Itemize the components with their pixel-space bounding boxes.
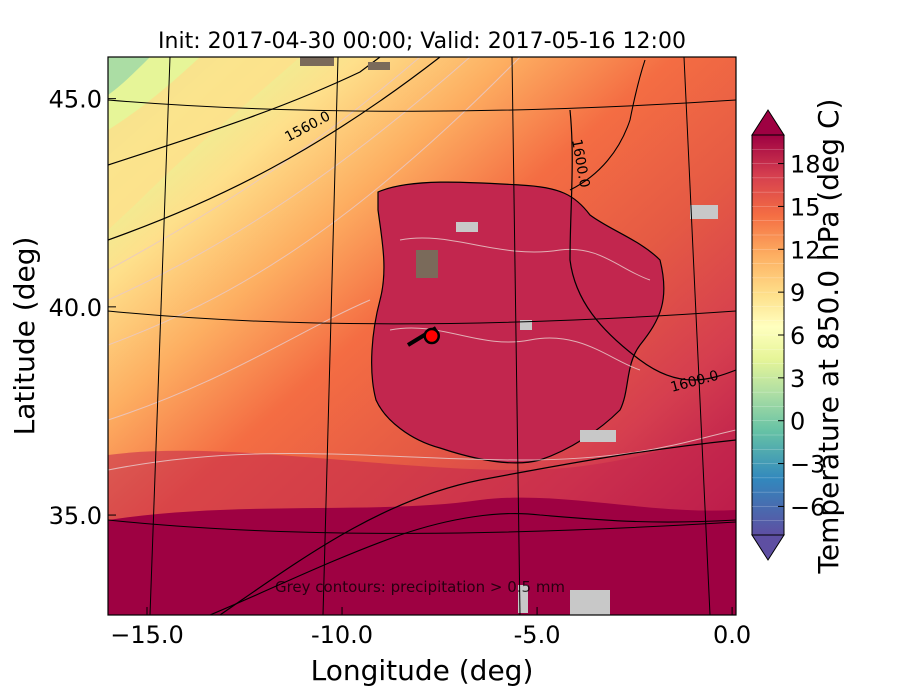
map-area: 1560.0 1600.0 1600.0 <box>108 57 736 615</box>
chart-title: Init: 2017-04-30 00:00; Valid: 2017-05-1… <box>158 29 686 54</box>
colorbar-tick-label: 9 <box>790 279 805 307</box>
x-axis-ticks: −15.0 -10.0 -5.0 0.0 <box>110 607 751 649</box>
x-tick-label: 0.0 <box>713 621 751 649</box>
colorbar-tick-label: 3 <box>790 365 805 393</box>
axes-frame <box>107 56 737 616</box>
precipitation-patches <box>456 205 718 615</box>
colorbar-tick-label: 18 <box>790 151 821 179</box>
y-axis-label: Latitude (deg) <box>8 237 41 436</box>
y-tick-label: 35.0 <box>49 502 102 530</box>
parallel-35 <box>108 519 736 534</box>
hottest-band <box>108 497 736 615</box>
y-axis-ticks: 35.0 40.0 45.0 <box>49 86 116 530</box>
meridian-minus-5 <box>511 57 521 615</box>
temperature-contours <box>108 57 736 471</box>
colorbar-ticks: −6 −3 0 3 6 9 12 15 18 <box>778 151 825 521</box>
colorbar-tick-label: −3 <box>790 451 825 479</box>
x-tick-label: −15.0 <box>110 621 184 649</box>
graticule <box>108 57 736 615</box>
cool-band <box>108 57 300 230</box>
colorbar-tick-label: 15 <box>790 193 821 221</box>
colorbar-tick-label: 6 <box>790 322 805 350</box>
y-tick-label: 45.0 <box>49 86 102 114</box>
colorbar-tick-label: 0 <box>790 408 805 436</box>
parallel-45 <box>108 99 736 112</box>
y-tick-label: 40.0 <box>49 294 102 322</box>
coldest-band <box>108 57 150 95</box>
colorbar: −6 −3 0 3 6 9 12 15 18 <box>751 109 825 561</box>
meridian-minus-10 <box>322 57 339 615</box>
precip-annotation: Grey contours: precipitation > 0.5 mm <box>275 578 565 596</box>
dark-patches <box>300 57 438 278</box>
france-coast <box>569 59 646 191</box>
colorbar-tick-label: 12 <box>790 236 821 264</box>
colorbar-min-arrow <box>751 534 785 561</box>
x-axis-label: Longitude (deg) <box>311 654 534 687</box>
meridian-0 <box>683 57 711 615</box>
parallel-40 <box>108 310 736 325</box>
station-marker <box>423 327 441 345</box>
height-contours <box>108 57 736 615</box>
colorbar-max-arrow <box>751 109 785 136</box>
x-tick-label: -5.0 <box>514 621 561 649</box>
colorbar-tick-label: −6 <box>790 493 825 521</box>
meridian-minus-15 <box>149 57 171 615</box>
x-tick-label: -10.0 <box>311 621 373 649</box>
north-africa-coast <box>108 513 736 615</box>
colorbar-label: Temperature at 850.0 hPa (deg C) <box>812 99 845 575</box>
